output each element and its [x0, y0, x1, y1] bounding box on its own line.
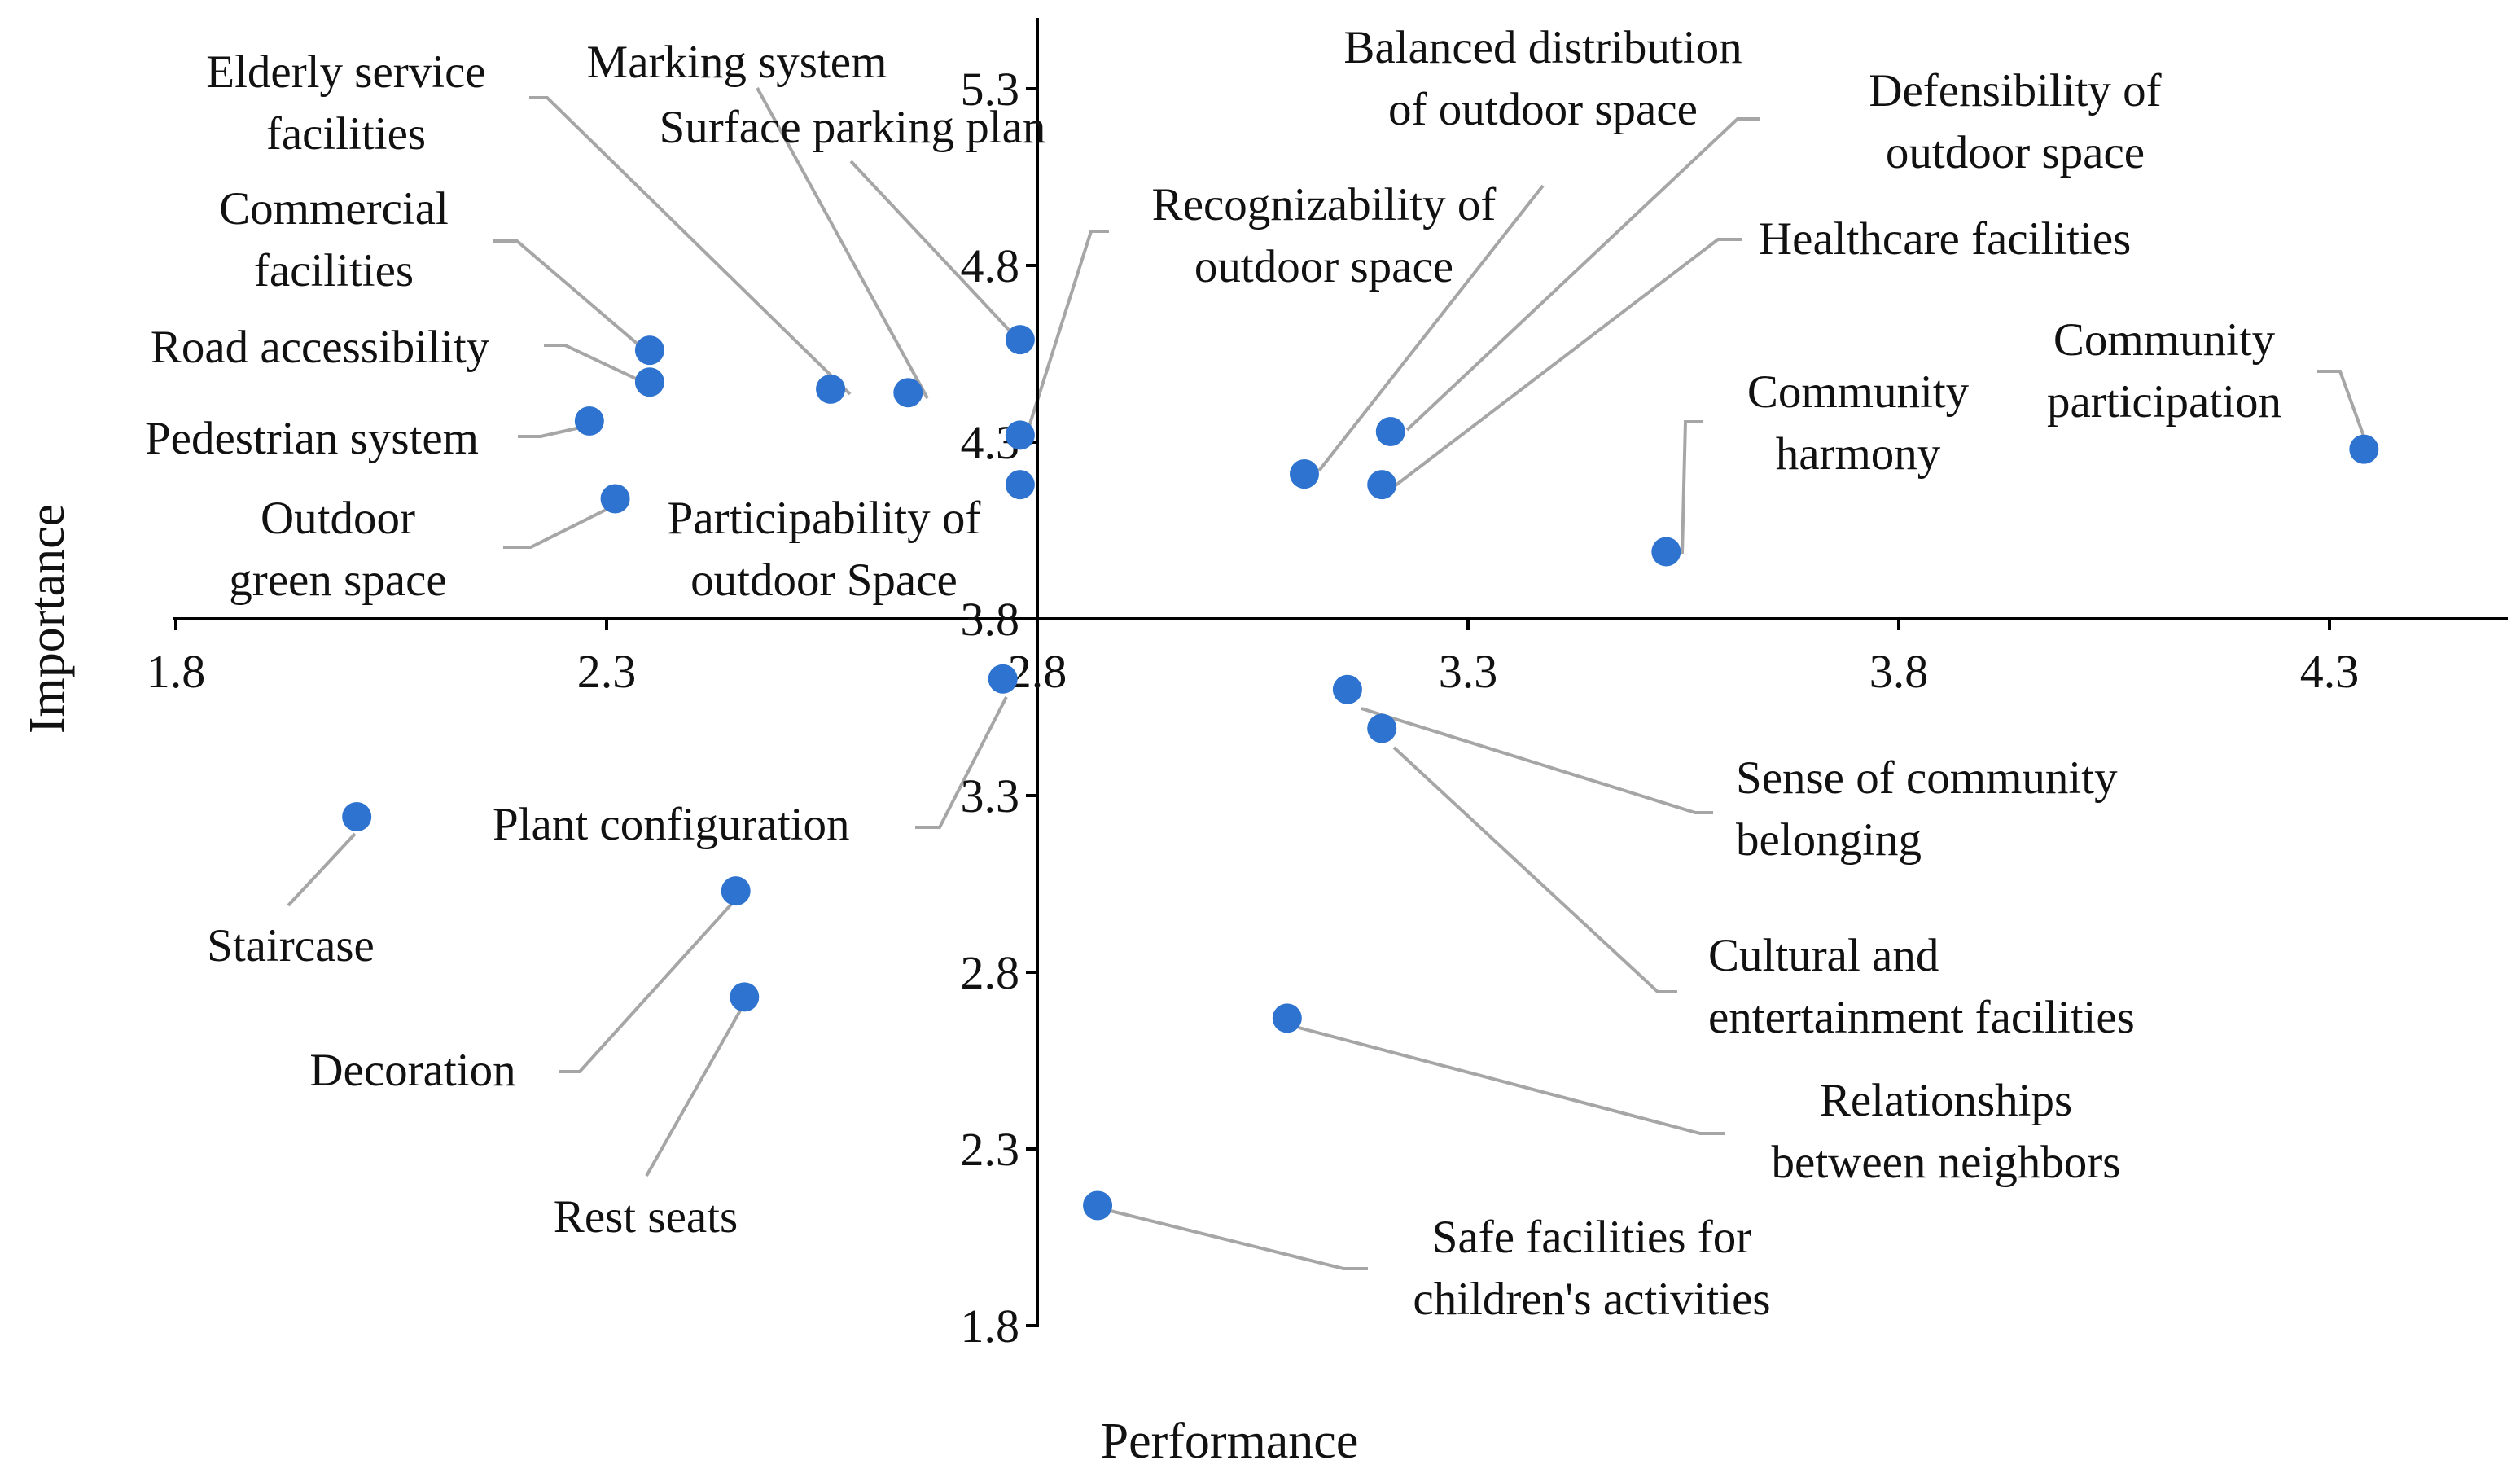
- leader-line: [1317, 184, 1545, 472]
- data-point: [1272, 1003, 1302, 1033]
- x-tick-label: 4.3: [2300, 645, 2360, 698]
- leader-line: [1361, 707, 1713, 814]
- x-axis-title: Performance: [1101, 1414, 1359, 1469]
- leader-line: [529, 96, 852, 396]
- point-label: Sense of community belonging: [1736, 752, 2118, 866]
- leader-line: [2317, 370, 2370, 450]
- point-label: Staircase: [207, 920, 375, 971]
- point-label: Recognizability of outdoor space: [1152, 179, 1497, 292]
- leader-line: [1681, 420, 1703, 555]
- point-label: Plant configuration: [493, 799, 850, 850]
- point-label: Surface parking plan: [660, 102, 1046, 153]
- leader-line: [503, 503, 616, 549]
- data-point: [1367, 470, 1397, 500]
- data-point: [988, 664, 1018, 694]
- leader-line: [915, 696, 1008, 829]
- y-tick-label: 1.8: [961, 1300, 1020, 1353]
- data-point: [1332, 674, 1362, 704]
- data-point: [600, 484, 630, 514]
- data-point: [342, 802, 372, 832]
- leader-line: [518, 423, 592, 438]
- tick-labels: 1.8 2.3 2.8 3.3 3.8 4.31.82.32.83.33.84.34.85…: [147, 63, 2360, 1353]
- y-tick-label: 2.3: [961, 1123, 1020, 1176]
- point-label: Community participation: [2047, 314, 2281, 428]
- data-point: [1005, 420, 1035, 450]
- point-label: Community harmony: [1747, 366, 1970, 480]
- data-point: [1083, 1190, 1113, 1221]
- y-tick-label: 2.8: [961, 946, 1020, 999]
- y-tick-label: 4.8: [961, 239, 1020, 292]
- x-tick-label: 3.3: [1439, 645, 1498, 698]
- point-labels: Elderly service facilities Marking system S…: [145, 22, 2281, 1325]
- leader-line: [1394, 238, 1742, 487]
- leader-lines: [287, 87, 2370, 1270]
- axes: [173, 18, 2508, 1327]
- data-point: [1005, 470, 1035, 500]
- point-label: Safe facilities for children's activities: [1413, 1212, 1770, 1325]
- y-tick-label: 3.3: [961, 770, 1020, 822]
- leader-line: [287, 832, 357, 907]
- data-point: [1367, 713, 1397, 743]
- point-label: Commercial facilities: [219, 183, 449, 296]
- x-tick-label: 3.8: [1869, 645, 1929, 698]
- point-label: Decoration: [309, 1045, 515, 1096]
- leader-line: [756, 87, 929, 399]
- leader-line: [645, 1006, 744, 1177]
- leader-line: [1107, 1208, 1368, 1270]
- leader-line: [1298, 1026, 1725, 1135]
- leader-line: [544, 344, 652, 388]
- leader-line: [493, 239, 653, 357]
- point-label: Relationships between neighbors: [1772, 1075, 2121, 1188]
- leader-line: [1392, 746, 1677, 993]
- point-label: Road accessibility: [151, 322, 490, 373]
- point-label: Cultural and entertainment facilities: [1708, 930, 2135, 1043]
- data-point: [634, 367, 664, 397]
- leader-line: [849, 160, 1022, 344]
- data-point: [893, 378, 923, 408]
- leader-line: [1024, 230, 1109, 437]
- x-tick-label: 1.8: [147, 645, 206, 698]
- point-label: Pedestrian system: [145, 413, 479, 464]
- data-point: [730, 982, 760, 1012]
- point-label: Marking system: [587, 37, 887, 88]
- y-axis-title: Importance: [20, 504, 75, 734]
- data-point: [721, 876, 751, 906]
- y-tick-label: 5.3: [961, 63, 1020, 116]
- y-tick-label: 3.8: [961, 593, 1020, 646]
- data-point: [1289, 459, 1319, 489]
- data-point: [816, 374, 846, 404]
- point-label: Rest seats: [554, 1191, 738, 1243]
- point-label: Participability of outdoor Space: [668, 493, 981, 606]
- data-point: [2349, 434, 2379, 464]
- data-point: [1375, 416, 1405, 446]
- data-point: [1651, 537, 1681, 567]
- data-point: [634, 335, 664, 366]
- leader-line: [559, 897, 738, 1073]
- point-label: Outdoor green space: [229, 493, 446, 606]
- data-point: [1005, 325, 1035, 355]
- tick-marks: [174, 87, 2331, 1327]
- x-tick-label: 2.3: [577, 645, 637, 698]
- leader-line: [1405, 117, 1760, 432]
- point-label: Balanced distribution of outdoor space: [1343, 22, 1742, 135]
- point-label: Defensibility of outdoor space: [1869, 65, 2161, 178]
- point-label: Healthcare facilities: [1759, 213, 2131, 265]
- x-tick-label: 2.8: [1008, 645, 1067, 698]
- data-points: [342, 325, 2379, 1221]
- data-point: [574, 406, 604, 436]
- point-label: Elderly service facilities: [206, 46, 485, 160]
